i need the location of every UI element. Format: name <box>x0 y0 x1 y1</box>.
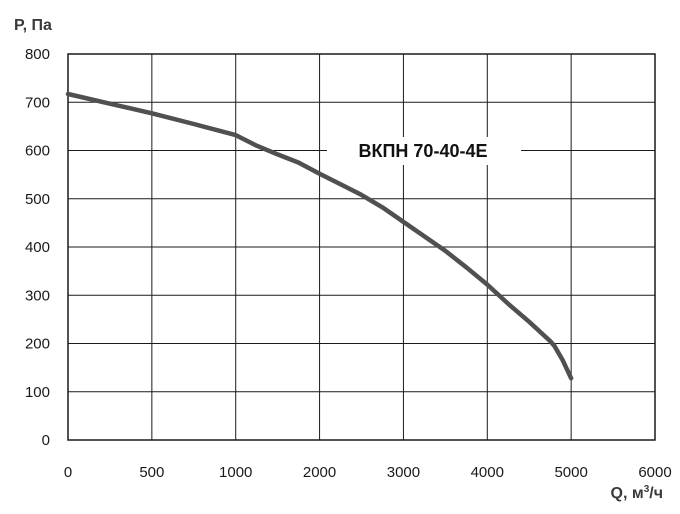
y-tick-label: 100 <box>25 384 50 401</box>
y-tick-label: 0 <box>42 432 50 449</box>
x-tick-label: 3000 <box>387 464 420 481</box>
y-tick-label: 700 <box>25 94 50 111</box>
y-tick-label: 300 <box>25 287 50 304</box>
x-tick-labels: 0 500 1000 2000 3000 4000 5000 6000 <box>64 464 672 481</box>
x-tick-label: 5000 <box>554 464 587 481</box>
x-tick-label: 500 <box>139 464 164 481</box>
x-axis-title-tail: /ч <box>649 485 663 502</box>
y-tick-label: 600 <box>25 143 50 160</box>
x-tick-label: 2000 <box>303 464 336 481</box>
x-tick-label: 0 <box>64 464 72 481</box>
y-axis-title: P, Па <box>14 17 52 34</box>
x-tick-label: 1000 <box>219 464 252 481</box>
y-tick-label: 500 <box>25 191 50 208</box>
x-axis-title: Q, м3/ч <box>611 484 663 502</box>
series-line <box>65 91 574 381</box>
x-axis-title-sup: 3 <box>644 484 650 495</box>
y-tick-label: 200 <box>25 336 50 353</box>
y-tick-label: 800 <box>25 46 50 63</box>
series-label: ВКПН 70-40-4Е <box>359 141 488 161</box>
y-tick-label: 400 <box>25 239 50 256</box>
plot-frame <box>67 53 656 441</box>
grid <box>67 53 656 441</box>
series-layer: ВКПН 70-40-4Е <box>65 91 574 381</box>
series-label-background <box>327 137 521 165</box>
x-tick-label: 4000 <box>471 464 504 481</box>
y-tick-labels: 0 100 200 300 400 500 600 700 800 <box>25 46 50 449</box>
x-tick-label: 6000 <box>638 464 671 481</box>
x-axis-title-main: Q, м <box>611 485 644 502</box>
